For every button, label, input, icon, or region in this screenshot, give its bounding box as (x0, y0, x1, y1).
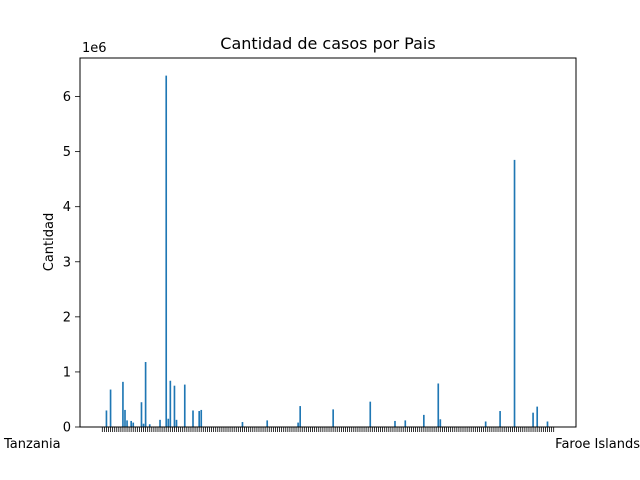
bar (124, 409, 126, 427)
bar (169, 380, 172, 427)
bar (183, 384, 186, 427)
bar (126, 420, 128, 427)
bar (140, 402, 143, 427)
y-axis-label: Cantidad (42, 213, 57, 271)
bar (299, 406, 301, 427)
bar (484, 421, 487, 427)
bar (167, 418, 170, 427)
y-tick-label: 5 (63, 145, 71, 160)
bar (499, 411, 501, 427)
y-offset-label: 1e6 (82, 41, 107, 56)
bar (241, 422, 244, 427)
x-tick-label-first: Tanzania (3, 437, 61, 452)
bar (200, 409, 203, 427)
bar (198, 411, 201, 427)
y-tick-label: 6 (63, 90, 71, 105)
bar (297, 422, 299, 427)
y-tick-label: 3 (63, 255, 71, 270)
y-tick-label: 0 (63, 421, 71, 436)
bar (536, 406, 539, 427)
bar (144, 362, 147, 427)
bar (105, 410, 108, 427)
bar (266, 420, 269, 427)
plot-frame (79, 57, 577, 428)
chart-title: Cantidad de casos por Pais (220, 34, 435, 53)
bar (332, 409, 334, 427)
bar (437, 383, 440, 427)
bar (404, 420, 407, 427)
bar (439, 419, 442, 427)
bar (513, 159, 516, 427)
bar (175, 419, 178, 427)
x-tick-label-last: Faroe Islands (555, 437, 640, 452)
y-ticks-group: 0 1 2 3 4 5 6 (63, 90, 80, 436)
bar (532, 412, 534, 427)
bar (192, 410, 194, 427)
bar (122, 381, 124, 427)
y-tick-label: 2 (63, 310, 71, 325)
bar (423, 414, 425, 427)
x-ticks-group (101, 427, 555, 432)
bar (165, 75, 168, 428)
bar (394, 420, 396, 427)
bars-group (105, 75, 549, 428)
bar (148, 424, 151, 427)
y-tick-label: 4 (63, 200, 71, 215)
bar (159, 419, 161, 427)
bar (142, 423, 145, 427)
bar (109, 389, 112, 427)
bar (130, 420, 132, 427)
bar (132, 422, 135, 427)
bar (369, 401, 372, 427)
y-tick-label: 1 (63, 365, 71, 380)
bar (173, 385, 176, 427)
bar (546, 421, 549, 427)
